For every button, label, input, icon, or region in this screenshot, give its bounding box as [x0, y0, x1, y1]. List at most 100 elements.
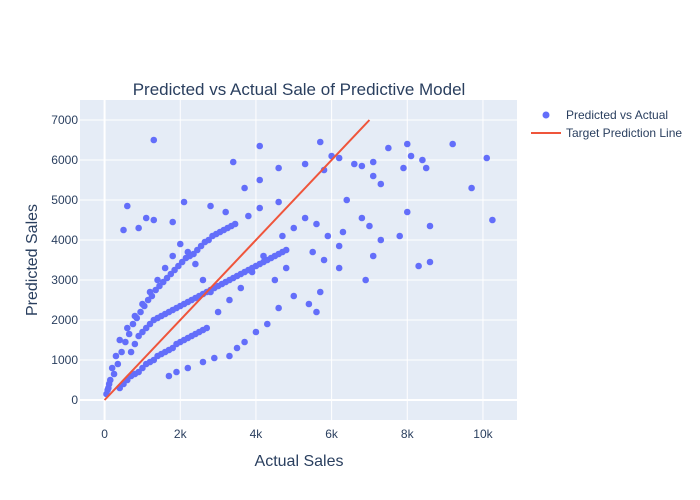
- x-tick-label: 10k: [473, 427, 493, 441]
- y-tick-label: 4000: [51, 233, 78, 247]
- data-point: [271, 276, 279, 284]
- data-point: [142, 214, 150, 222]
- data-point: [229, 158, 237, 166]
- y-tick-label: 0: [71, 393, 78, 407]
- y-axis-ticks: 0 1000 2000 3000 4000 5000 6000 7000: [51, 113, 78, 407]
- data-point: [199, 276, 207, 284]
- data-point: [385, 144, 392, 152]
- data-point: [256, 176, 264, 184]
- data-point: [116, 336, 124, 344]
- legend[interactable]: Predicted vs Actual Target Prediction Li…: [531, 108, 682, 140]
- y-tick-label: 7000: [51, 113, 78, 127]
- data-point: [369, 252, 377, 260]
- data-point: [105, 380, 113, 388]
- x-tick-label: 2k: [174, 427, 188, 441]
- plot-area: [80, 100, 517, 420]
- data-point: [176, 240, 184, 248]
- data-point: [241, 184, 248, 192]
- legend-item-target[interactable]: Target Prediction Line: [531, 126, 682, 140]
- data-point: [422, 164, 430, 172]
- x-tick-label: 8k: [401, 427, 415, 441]
- data-point: [169, 218, 176, 226]
- data-point: [120, 226, 127, 234]
- data-point: [114, 360, 122, 368]
- data-point: [489, 216, 496, 224]
- data-point: [245, 212, 252, 220]
- data-point: [211, 354, 218, 362]
- data-point: [129, 320, 137, 328]
- data-point: [104, 386, 111, 394]
- data-point: [358, 214, 366, 222]
- data-point: [123, 324, 131, 332]
- data-point: [252, 328, 260, 336]
- data-point: [351, 160, 358, 168]
- data-point: [366, 222, 373, 230]
- data-point: [316, 288, 324, 296]
- data-point: [377, 180, 385, 188]
- data-point: [214, 308, 222, 316]
- target-line-group: [103, 119, 371, 401]
- data-point: [468, 184, 475, 192]
- data-point: [316, 138, 324, 146]
- y-tick-label: 1000: [51, 353, 78, 367]
- data-point: [169, 252, 176, 260]
- data-point: [275, 164, 282, 172]
- data-point: [301, 160, 309, 168]
- x-axis-ticks: 0 2k 4k 6k 8k 10k: [101, 427, 493, 441]
- data-point: [290, 224, 298, 232]
- data-point: [275, 198, 282, 206]
- data-point: [483, 154, 491, 162]
- data-point: [449, 140, 456, 148]
- data-point: [263, 320, 271, 328]
- data-point: [403, 140, 411, 148]
- data-point: [127, 348, 135, 356]
- data-point: [141, 302, 148, 310]
- data-point: [339, 228, 347, 236]
- legend-label-target: Target Prediction Line: [566, 126, 682, 140]
- x-tick-label: 4k: [250, 427, 264, 441]
- data-point: [108, 364, 116, 372]
- data-point: [241, 338, 248, 346]
- data-point: [403, 208, 411, 216]
- data-point: [419, 156, 426, 164]
- data-point: [173, 368, 180, 376]
- data-point: [305, 300, 313, 308]
- data-point: [237, 284, 245, 292]
- legend-label-predicted: Predicted vs Actual: [566, 108, 668, 122]
- y-axis-title: Predicted Sales: [24, 204, 41, 316]
- data-point: [180, 198, 188, 206]
- data-point: [122, 338, 129, 346]
- data-point: [148, 292, 156, 300]
- data-point: [110, 370, 118, 378]
- data-point: [165, 372, 173, 380]
- data-point: [282, 246, 290, 254]
- chart-title: Predicted vs Actual Sale of Predictive M…: [133, 80, 466, 99]
- data-point: [199, 358, 207, 366]
- data-point: [150, 136, 158, 144]
- data-point: [150, 216, 158, 224]
- x-tick-label: 6k: [325, 427, 339, 441]
- data-point: [256, 204, 264, 212]
- data-point: [161, 264, 169, 272]
- data-point: [112, 352, 120, 360]
- data-point: [222, 208, 229, 216]
- data-point: [377, 236, 385, 244]
- data-point: [192, 260, 199, 268]
- data-point: [231, 220, 239, 228]
- data-point: [343, 196, 351, 204]
- data-point: [301, 214, 309, 222]
- legend-item-predicted[interactable]: Predicted vs Actual: [542, 108, 669, 122]
- data-point: [362, 276, 369, 284]
- data-point: [369, 158, 377, 166]
- data-point: [207, 202, 214, 210]
- data-point: [203, 324, 211, 332]
- data-point: [335, 242, 343, 250]
- data-point: [125, 330, 133, 338]
- data-point: [184, 364, 192, 372]
- data-point: [426, 258, 434, 266]
- data-point: [226, 352, 233, 360]
- data-point: [135, 224, 142, 232]
- data-point: [118, 348, 125, 356]
- data-point: [335, 154, 343, 162]
